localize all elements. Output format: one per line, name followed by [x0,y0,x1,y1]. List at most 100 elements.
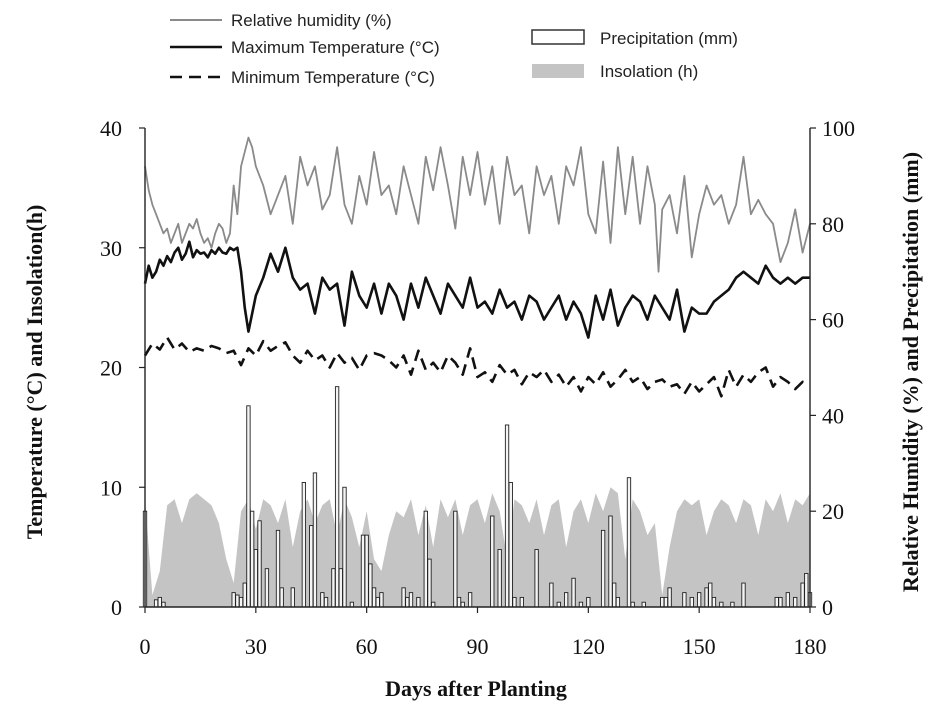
precipitation-bar [408,592,414,608]
precipitation-bar [342,486,347,608]
x-tick-label: 30 [245,634,267,659]
precipitation-bar [741,582,746,608]
legend-swatch-insolation [532,64,584,78]
precipitation-bar [564,592,569,608]
precipitation-bar [460,601,465,608]
y-tick-label-left: 40 [100,116,122,141]
legend-label-humidity: Relative humidity (%) [231,11,392,30]
precipitation-bar [467,592,473,608]
precipitation-bar [153,599,159,608]
max-temperature-line [143,240,810,339]
precipitation-bar [249,510,255,608]
precipitation-bar [793,596,798,608]
precipitation-bar [704,587,709,608]
precipitation-bar [312,472,318,608]
precipitation-bar [427,558,432,608]
precipitation-bar [490,515,495,608]
precipitation-bar [379,592,384,608]
x-tick-label: 150 [683,634,716,659]
precipitation-bar [660,596,665,608]
precipitation-bar [375,596,380,608]
precipitation-bar [349,601,355,608]
precipitation-bar [800,582,805,608]
x-tick-label: 60 [356,634,378,659]
y-tick-label-right: 0 [822,595,833,620]
precipitation-bar [578,601,584,608]
legend: Relative humidity (%) Maximum Temperatur… [170,11,738,87]
precipitation-bar [242,582,247,608]
precipitation-bar [612,582,617,608]
precipitation-bar [368,563,373,608]
precipitation-bar [309,525,314,608]
precipitation-bar [663,596,669,608]
precipitation-bar [615,596,621,608]
precipitation-bar [689,596,694,608]
humidity-line [144,136,811,273]
precipitation-bar [257,520,262,608]
y-tick-label-left: 20 [100,356,122,381]
precipitation-bar [364,534,369,608]
x-tick-label: 180 [794,634,827,659]
precipitation-bar [519,596,524,608]
precipitation-bar [290,587,295,608]
precipitation-bar [279,587,284,608]
plot-area [142,136,813,608]
y-tick-label-right: 40 [822,403,844,428]
precipitation-bar [253,549,258,608]
precipitation-bar [804,573,809,608]
precipitation-bar [360,534,366,608]
precipitation-bar [338,568,343,608]
y-axis-right-title: Relative Humidity (%) and Precipitation … [898,152,923,592]
precipitation-bar [320,592,325,608]
precipitation-bar [778,596,783,608]
precipitation-bar [334,386,340,608]
precipitation-bar [238,596,244,608]
y-tick-label-left: 30 [100,236,122,261]
precipitation-bar [534,549,539,608]
legend-label-tmin: Minimum Temperature (°C) [231,68,435,87]
precipitation-bar [301,482,307,608]
precipitation-bar [711,596,717,608]
precipitation-bar [571,577,576,608]
precipitation-bar [497,549,502,608]
y-axis-left-title: Temperature (°C) and Insolation(h) [22,205,47,540]
legend-label-tmax: Maximum Temperature (°C) [231,38,440,57]
precipitation-bar [453,510,458,608]
legend-label-insolation: Insolation (h) [600,62,698,81]
precipitation-bar [697,592,702,608]
precipitation-bar [667,587,672,608]
precipitation-bar [708,582,713,608]
x-axis-title: Days after Planting [385,676,567,701]
precipitation-bar [630,601,635,608]
precipitation-bar [730,601,735,608]
precipitation-bar [608,515,613,608]
precipitation-bar [785,592,790,608]
precipitation-bar [323,596,329,608]
precipitation-bar [264,568,270,608]
y-tick-label-left: 10 [100,475,122,500]
precipitation-bar [719,601,724,608]
precipitation-bar [641,601,646,608]
precipitation-bar [331,568,336,608]
precipitation-bar [401,587,406,608]
x-tick-label: 120 [572,634,605,659]
precipitation-bar [626,477,632,608]
precipitation-bar [549,582,554,608]
y-tick-label-right: 20 [822,499,844,524]
y-tick-label-right: 80 [822,212,844,237]
precipitation-bar [508,482,513,608]
y-tick-label-right: 60 [822,308,844,333]
precipitation-bar [600,529,606,608]
axes: 0 30 60 90 120 150 180 0 10 20 30 40 0 20 40 60 80 100 [100,116,855,659]
x-tick-label: 0 [140,634,151,659]
precipitation-bar [371,587,377,608]
precipitation-bar [431,601,436,608]
precipitation-bar [161,601,166,608]
precipitation-bar [235,594,240,608]
precipitation-bar [556,601,561,608]
precipitation-bar [682,592,687,608]
precipitation-bar [512,596,517,608]
precipitation-bar [586,596,591,608]
precipitation-bar [231,592,236,608]
